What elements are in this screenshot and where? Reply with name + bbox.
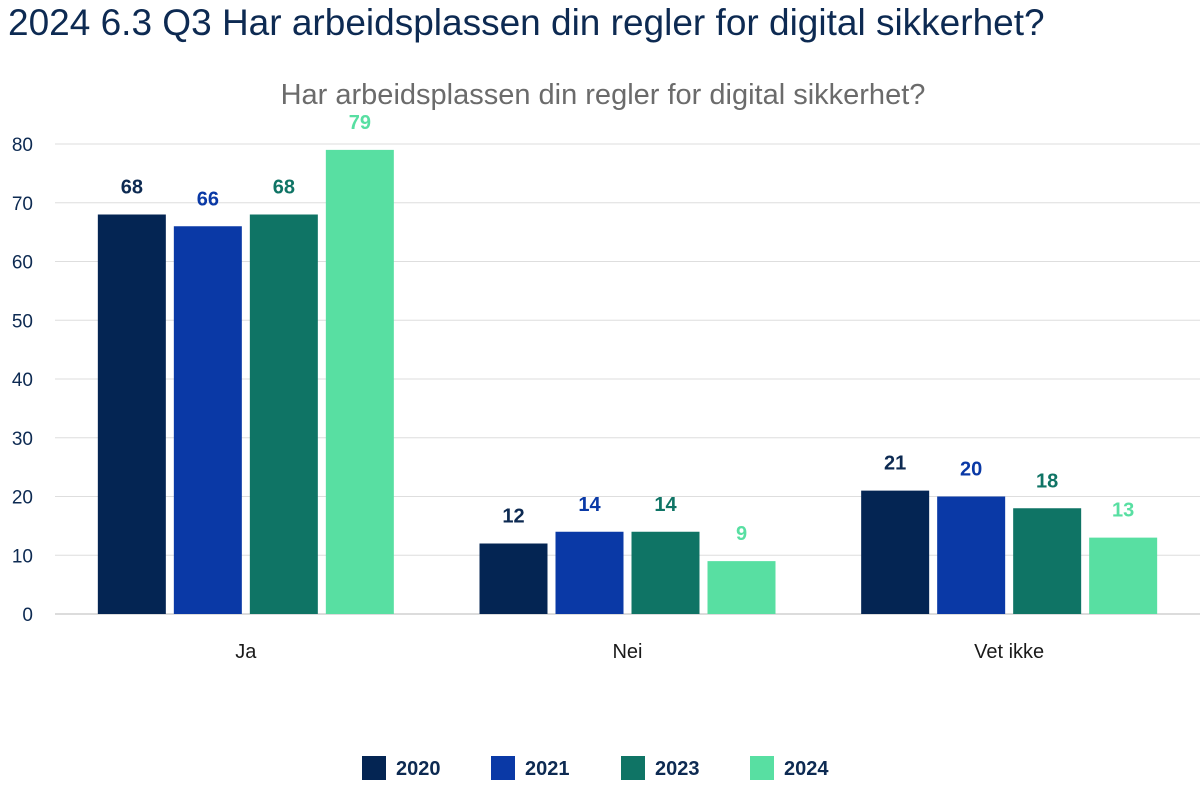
y-tick-label: 60 xyxy=(12,253,33,274)
legend-label: 2020 xyxy=(396,758,441,780)
bar-2024-vet-ikke xyxy=(1089,537,1158,614)
bar-2023-ja xyxy=(249,214,318,614)
bar-2020-vet-ikke xyxy=(861,490,930,614)
data-label: 9 xyxy=(736,523,747,545)
y-tick-label: 70 xyxy=(12,194,33,215)
y-tick-label: 10 xyxy=(12,546,33,567)
bar-2024-nei xyxy=(707,561,776,614)
legend-item-2023: 2023 xyxy=(621,756,700,780)
page-title: 2024 6.3 Q3 Har arbeidsplassen din regle… xyxy=(8,2,1045,43)
y-tick-label: 80 xyxy=(12,135,33,156)
x-tick-label: Vet ikke xyxy=(974,641,1044,663)
data-label: 12 xyxy=(502,506,524,528)
gridlines xyxy=(55,143,1200,615)
data-label: 21 xyxy=(884,453,906,475)
bar-2021-vet-ikke xyxy=(937,496,1006,614)
y-tick-label: 40 xyxy=(12,370,33,391)
bar-2021-nei xyxy=(555,531,624,614)
x-tick-label: Ja xyxy=(235,641,257,663)
x-tick-label: Nei xyxy=(612,641,642,663)
y-tick-label: 50 xyxy=(12,311,33,332)
bar-2023-nei xyxy=(631,531,700,614)
data-label: 13 xyxy=(1112,500,1134,522)
legend-item-2020: 2020 xyxy=(362,756,441,780)
legend-item-2024: 2024 xyxy=(750,756,829,780)
data-label: 68 xyxy=(121,177,143,199)
bar-2021-ja xyxy=(173,226,242,614)
legend-item-2021: 2021 xyxy=(491,756,570,780)
data-label: 66 xyxy=(197,188,219,210)
chart-title: Har arbeidsplassen din regler for digita… xyxy=(281,79,926,111)
bar-2023-vet-ikke xyxy=(1013,508,1082,614)
y-axis: 0 10 20 30 40 50 60 70 80 xyxy=(12,135,33,626)
legend: 2020 2021 2023 2024 xyxy=(362,756,829,780)
bar-2020-ja xyxy=(97,214,166,614)
data-labels: 68 66 68 79 12 14 14 9 21 20 18 13 xyxy=(121,112,1135,545)
y-tick-label: 0 xyxy=(22,605,33,626)
legend-swatch xyxy=(621,756,645,780)
bar-2020-nei xyxy=(479,543,548,614)
data-label: 20 xyxy=(960,459,982,481)
legend-swatch xyxy=(750,756,774,780)
data-label: 18 xyxy=(1036,470,1058,492)
legend-label: 2021 xyxy=(525,758,570,780)
data-label: 14 xyxy=(654,494,677,516)
data-label: 79 xyxy=(349,112,371,134)
data-label: 68 xyxy=(273,177,295,199)
legend-swatch xyxy=(491,756,515,780)
bars xyxy=(97,149,1158,614)
y-tick-label: 20 xyxy=(12,488,33,509)
legend-swatch xyxy=(362,756,386,780)
y-tick-label: 30 xyxy=(12,429,33,450)
legend-label: 2023 xyxy=(655,758,700,780)
x-axis: Ja Nei Vet ikke xyxy=(235,641,1044,663)
data-label: 14 xyxy=(578,494,601,516)
bar-2024-ja xyxy=(325,149,394,614)
legend-label: 2024 xyxy=(784,758,829,780)
